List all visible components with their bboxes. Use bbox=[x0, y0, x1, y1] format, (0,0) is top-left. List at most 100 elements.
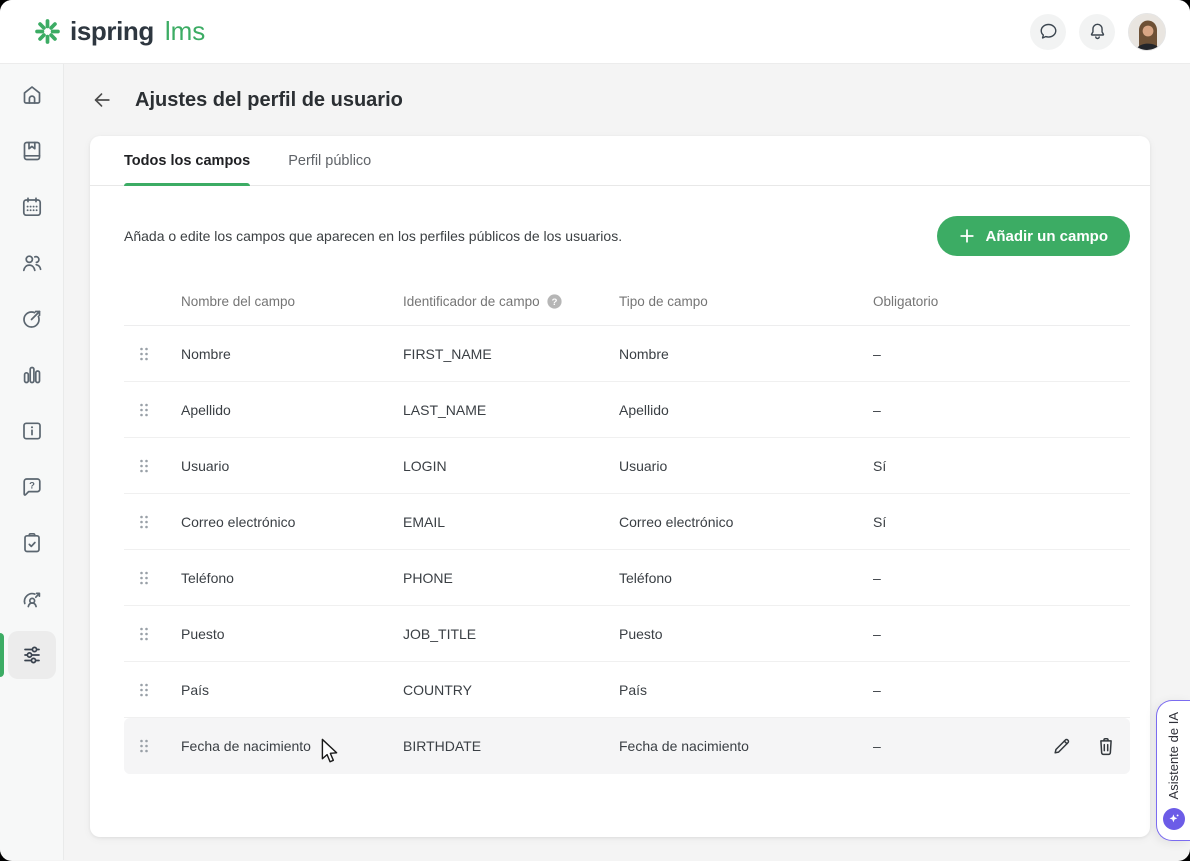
field-name: Puesto bbox=[181, 625, 225, 642]
brand-name: ispring bbox=[70, 16, 154, 46]
delete-field-button[interactable] bbox=[1096, 736, 1116, 756]
svg-text:?: ? bbox=[29, 481, 35, 492]
table-row-birthdate[interactable]: Fecha de nacimiento BIRTHDATE Fecha de n… bbox=[124, 718, 1130, 774]
table-row-last-name[interactable]: Apellido LAST_NAME Apellido – bbox=[124, 382, 1130, 438]
tab-all-fields[interactable]: Todos los campos bbox=[124, 136, 251, 186]
settings-card: Todos los campos Perfil público Añada o … bbox=[90, 136, 1150, 837]
field-id: PHONE bbox=[403, 569, 453, 586]
messages-button[interactable] bbox=[1030, 13, 1066, 50]
drag-handle-icon[interactable] bbox=[138, 626, 150, 642]
field-type: País bbox=[619, 681, 648, 698]
field-required: – bbox=[873, 345, 881, 362]
ispring-logo[interactable]: ispring lms bbox=[34, 16, 205, 47]
row-actions bbox=[1052, 736, 1130, 756]
field-id: COUNTRY bbox=[403, 681, 472, 698]
chat-icon bbox=[1038, 21, 1059, 42]
drag-handle-icon[interactable] bbox=[138, 514, 150, 530]
brand-suffix: lms bbox=[164, 16, 206, 46]
help-circle-icon[interactable]: ? bbox=[546, 294, 562, 309]
book-icon bbox=[20, 139, 44, 163]
description-row: Añada o edite los campos que aparecen en… bbox=[124, 216, 1130, 256]
table-header: Nombre del campo Identificador de campo … bbox=[124, 278, 1130, 326]
sidebar-nav: ? bbox=[0, 64, 64, 860]
drag-handle-icon[interactable] bbox=[138, 402, 150, 418]
field-name: Teléfono bbox=[181, 569, 234, 586]
bar-chart-icon bbox=[20, 363, 44, 387]
table-row-email[interactable]: Correo electrónico EMAIL Correo electrón… bbox=[124, 494, 1130, 550]
sidebar-item-settings[interactable] bbox=[0, 631, 56, 679]
notifications-button[interactable] bbox=[1079, 13, 1115, 50]
sidebar-item-news[interactable] bbox=[8, 407, 56, 455]
field-type: Nombre bbox=[619, 345, 669, 362]
sidebar-item-courses[interactable] bbox=[8, 127, 56, 175]
ai-assistant-tab[interactable]: Asistente de IA bbox=[1156, 700, 1190, 841]
top-bar: ispring lms bbox=[0, 0, 1190, 64]
field-id: LAST_NAME bbox=[403, 401, 487, 418]
drag-handle-icon[interactable] bbox=[138, 738, 150, 754]
field-name: Correo electrónico bbox=[181, 513, 296, 530]
drag-handle-icon[interactable] bbox=[138, 346, 150, 362]
table-row-first-name[interactable]: Nombre FIRST_NAME Nombre – bbox=[124, 326, 1130, 382]
table-row-job-title[interactable]: Puesto JOB_TITLE Puesto – bbox=[124, 606, 1130, 662]
calendar-icon bbox=[20, 195, 44, 219]
column-header-required: Obligatorio bbox=[873, 294, 939, 309]
back-arrow-icon bbox=[91, 89, 113, 111]
field-id: LOGIN bbox=[403, 457, 447, 474]
field-type: Fecha de nacimiento bbox=[619, 738, 749, 754]
field-required: – bbox=[873, 738, 881, 754]
column-header-name: Nombre del campo bbox=[181, 294, 296, 309]
sidebar-item-calendar[interactable] bbox=[8, 183, 56, 231]
users-icon bbox=[20, 251, 44, 275]
field-name: Usuario bbox=[181, 457, 230, 474]
field-id: BIRTHDATE bbox=[403, 738, 482, 754]
ai-sparkle-icon bbox=[1162, 808, 1185, 830]
page-title: Ajustes del perfil de usuario bbox=[135, 88, 403, 111]
page-header: Ajustes del perfil de usuario bbox=[90, 64, 1150, 136]
field-type: Usuario bbox=[619, 457, 668, 474]
field-id: JOB_TITLE bbox=[403, 625, 477, 642]
user-avatar[interactable] bbox=[1128, 12, 1166, 51]
sidebar-item-help[interactable]: ? bbox=[8, 463, 56, 511]
field-name: Apellido bbox=[181, 401, 231, 418]
column-header-type: Tipo de campo bbox=[619, 294, 708, 309]
sidebar-item-home[interactable] bbox=[8, 71, 56, 119]
field-id: EMAIL bbox=[403, 513, 446, 530]
column-header-id: Identificador de campo bbox=[403, 294, 540, 309]
field-required: – bbox=[873, 681, 881, 698]
plus-icon bbox=[959, 228, 975, 244]
sidebar-item-users[interactable] bbox=[8, 239, 56, 287]
sidebar-item-tasks[interactable] bbox=[8, 519, 56, 567]
coach-gauge-icon bbox=[20, 587, 44, 611]
topbar-actions bbox=[1030, 12, 1166, 51]
drag-handle-icon[interactable] bbox=[138, 682, 150, 698]
goal-arrow-icon bbox=[20, 307, 44, 331]
help-chat-icon: ? bbox=[20, 475, 44, 499]
table-row-phone[interactable]: Teléfono PHONE Teléfono – bbox=[124, 550, 1130, 606]
table-row-login[interactable]: Usuario LOGIN Usuario Sí bbox=[124, 438, 1130, 494]
ai-assistant-label: Asistente de IA bbox=[1166, 711, 1181, 799]
sidebar-item-goals[interactable] bbox=[8, 295, 56, 343]
sidebar-item-reports[interactable] bbox=[8, 351, 56, 399]
edit-field-button[interactable] bbox=[1052, 736, 1072, 756]
table-row-country[interactable]: País COUNTRY País – bbox=[124, 662, 1130, 718]
svg-text:?: ? bbox=[551, 297, 557, 308]
field-name: País bbox=[181, 681, 210, 698]
tab-public-profile[interactable]: Perfil público bbox=[288, 152, 372, 169]
description-text: Añada o edite los campos que aparecen en… bbox=[124, 228, 623, 244]
card-body: Añada o edite los campos que aparecen en… bbox=[90, 186, 1150, 774]
drag-handle-icon[interactable] bbox=[138, 570, 150, 586]
field-required: – bbox=[873, 625, 881, 642]
drag-handle-icon[interactable] bbox=[138, 458, 150, 474]
add-field-button[interactable]: Añadir un campo bbox=[937, 216, 1130, 256]
field-required: – bbox=[873, 569, 881, 586]
field-required: – bbox=[873, 401, 881, 418]
field-type: Correo electrónico bbox=[619, 513, 734, 530]
back-button[interactable] bbox=[90, 88, 114, 112]
sidebar-item-mentoring[interactable] bbox=[8, 575, 56, 623]
home-icon bbox=[20, 83, 44, 107]
settings-sliders-icon bbox=[20, 643, 44, 667]
field-type: Apellido bbox=[619, 401, 669, 418]
main-content: Ajustes del perfil de usuario Todos los … bbox=[64, 64, 1190, 860]
field-id: FIRST_NAME bbox=[403, 345, 492, 362]
